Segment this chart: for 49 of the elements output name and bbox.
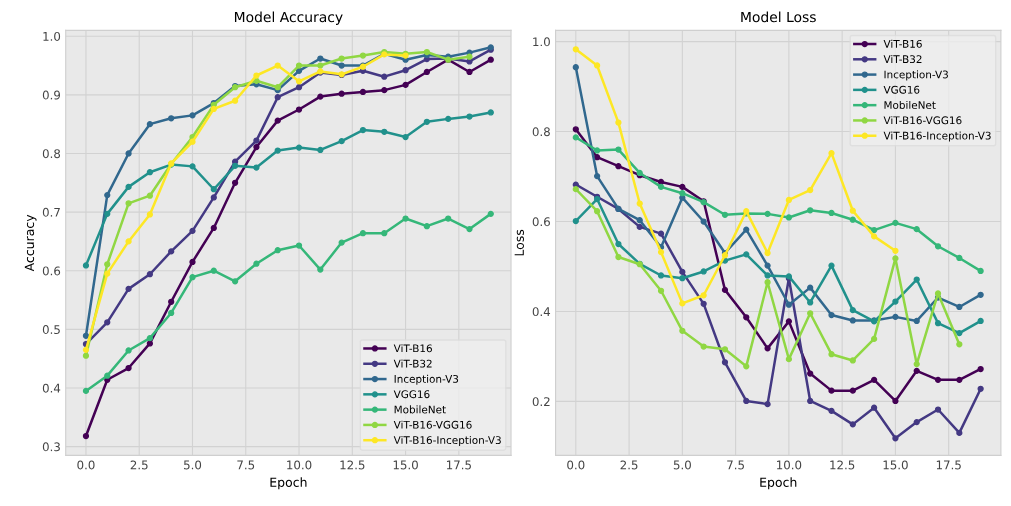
y-tick-label: 0.6 [42, 266, 61, 276]
x-tick-label: 5.0 [184, 460, 202, 470]
x-tick-label: 2.5 [620, 460, 638, 470]
legend-label: ViT-B16 [393, 344, 432, 353]
x-tick-label: 0.0 [567, 460, 585, 470]
x-tick-label: 15.0 [883, 460, 908, 470]
x-tick-label: 12.5 [830, 460, 855, 470]
legend-label: MobileNet [884, 100, 936, 109]
x-tick-label: 0.0 [77, 460, 95, 470]
legend-label: Inception-V3 [884, 70, 948, 81]
y-tick-label: 0.2 [532, 397, 550, 407]
legend-label: ViT-B16-VGG16 [883, 116, 962, 125]
x-tick-label: 7.5 [237, 460, 255, 470]
y-tick-label: 0.5 [42, 325, 60, 335]
x-tick-label: 17.5 [446, 460, 471, 470]
y-tick-label: 1.0 [533, 37, 550, 47]
y-tick-label: 0.3 [42, 442, 60, 452]
x-tick-label: 10.0 [287, 460, 312, 470]
y-tick-label: 0.9 [42, 90, 61, 100]
legend-label: ViT-B16-Inception-V3 [393, 435, 501, 447]
legend-label: VGG16 [393, 390, 430, 399]
chart-title: Model Loss [741, 11, 816, 23]
chart-title: Model Accuracy [234, 11, 343, 25]
x-axis-title: Epoch [270, 477, 307, 490]
legend-label: ViT-B16 [883, 39, 922, 48]
x-tick-label: 15.0 [393, 460, 418, 470]
x-tick-label: 12.5 [340, 460, 365, 470]
y-tick-label: 0.4 [42, 383, 61, 393]
x-tick-label: 10.0 [777, 460, 802, 470]
x-tick-label: 7.5 [727, 460, 744, 470]
y-tick-label: 0.8 [42, 149, 61, 159]
x-tick-label: 2.5 [130, 460, 148, 470]
legend-label: ViT-B32 [393, 359, 432, 368]
y-axis-title: Accuracy [24, 214, 37, 272]
y-axis-title: Loss [514, 229, 524, 256]
y-tick-label: 0.4 [532, 307, 551, 317]
y-tick-label: 0.7 [42, 207, 60, 217]
x-tick-label: 17.5 [936, 460, 961, 470]
x-axis-title: Epoch [760, 477, 797, 490]
legend-label: ViT-B32 [883, 55, 922, 64]
y-tick-label: 0.8 [532, 127, 550, 137]
y-tick-label: 0.6 [532, 217, 550, 227]
legend-label: VGG16 [883, 85, 920, 94]
x-tick-label: 5.0 [673, 460, 691, 470]
y-tick-label: 1.0 [43, 31, 61, 41]
legend-label: MobileNet [394, 405, 446, 414]
legend-label: ViT-B16-VGG16 [393, 420, 472, 429]
legend-label: ViT-B16-Inception-V3 [883, 131, 991, 142]
legend-label: Inception-V3 [394, 374, 459, 385]
